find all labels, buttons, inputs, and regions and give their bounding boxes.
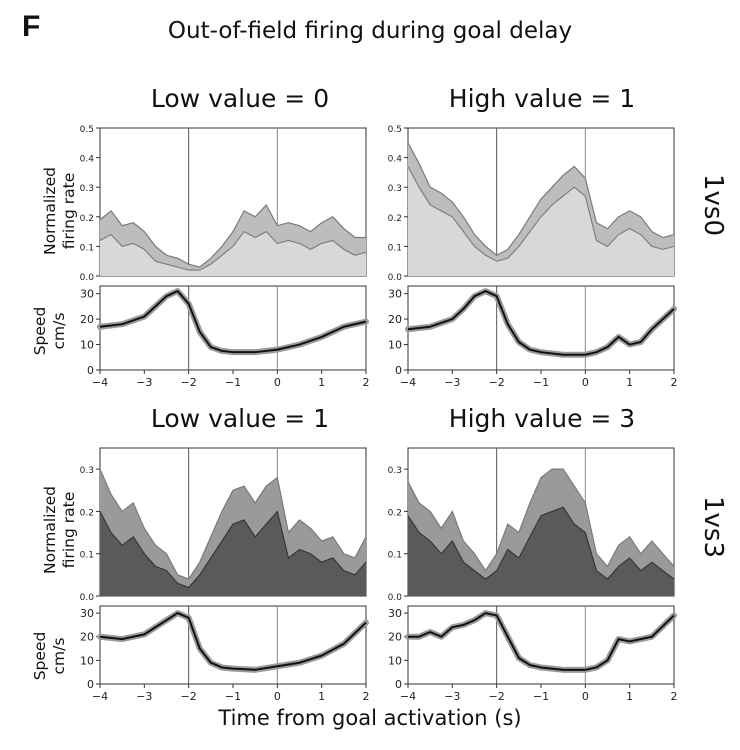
- panel6-xtick-label-3: −1: [225, 690, 241, 703]
- panel3-ytick-label-0: 0: [395, 364, 402, 377]
- panel1-ytick-label-3: 0.3: [388, 184, 402, 194]
- panel0-lower-line: [99, 230, 367, 271]
- panel1-upper-line: [407, 142, 675, 256]
- panel4-band: [100, 469, 366, 588]
- panel3-speed-line: [407, 290, 675, 356]
- panel2-frame: [99, 285, 367, 371]
- panel3-ytick-label-1: 10: [388, 339, 402, 352]
- panel7-xtick-label-0: −4: [400, 690, 416, 703]
- panel2-xtick-label-6: 2: [363, 376, 370, 389]
- panel0-ytick-label-2: 0.2: [80, 214, 94, 224]
- panel0-ytick-label-1: 0.1: [80, 243, 94, 253]
- panel5-lower-fill: [408, 507, 674, 596]
- panel7-frame: [407, 605, 675, 685]
- panel2-xtick-label-1: −3: [136, 376, 152, 389]
- panel6-speed-sem: [97, 610, 369, 673]
- panel7-ytick-label-1: 10: [388, 654, 402, 667]
- panel3-speed-sem: [405, 288, 677, 358]
- panel2-ytick-label-3: 30: [80, 288, 94, 301]
- panel1-lower-fill: [408, 166, 674, 276]
- panel5-ytick-label-1: 0.1: [388, 551, 402, 561]
- panel4-lower-fill: [100, 511, 366, 596]
- panel6-ytick-label-1: 10: [80, 654, 94, 667]
- panel1-ytick-label-5: 0.5: [388, 125, 402, 135]
- panel0-ytick-label-4: 0.4: [80, 155, 95, 165]
- panel7-xtick-label-5: 1: [626, 690, 633, 703]
- panel4-lower-line: [99, 510, 367, 589]
- panel5-ytick-label-2: 0.2: [388, 508, 402, 518]
- panel4-ytick-label-1: 0.1: [80, 551, 94, 561]
- panel3-ytick-label-2: 20: [388, 313, 402, 326]
- panel7-ytick-label-3: 30: [388, 607, 402, 620]
- column-title-high-1: High value = 1: [448, 84, 636, 113]
- panel6-ytick-label-2: 20: [80, 631, 94, 644]
- panel3-xtick-label-3: −1: [533, 376, 549, 389]
- panel2-xtick-label-5: 1: [318, 376, 325, 389]
- panel6-ytick-label-0: 0: [87, 678, 94, 691]
- panel0-ytick-label-3: 0.3: [80, 184, 94, 194]
- panel4-ytick-label-2: 0.2: [80, 508, 94, 518]
- panel2-speed-line: [99, 290, 367, 354]
- panel4-upper-line: [99, 468, 367, 580]
- panel2-ytick-label-0: 0: [87, 364, 94, 377]
- panel0-lower-fill: [100, 231, 366, 276]
- panel6-xtick-label-5: 1: [318, 690, 325, 703]
- panel5-band: [408, 469, 674, 580]
- panel3-xtick-label-4: 0: [582, 376, 589, 389]
- panel6-xtick-label-1: −3: [136, 690, 152, 703]
- panel2-xtick-label-0: −4: [92, 376, 108, 389]
- panel1-lower-line: [407, 166, 675, 262]
- column-title-low-1: Low value = 1: [150, 404, 330, 433]
- panel7-ytick-label-0: 0: [395, 678, 402, 691]
- panel3-xtick-label-1: −3: [444, 376, 460, 389]
- x-axis-label: Time from goal activation (s): [218, 706, 522, 730]
- panel2-xtick-label-3: −1: [225, 376, 241, 389]
- panel0-upper-line: [99, 203, 366, 268]
- panel7-xtick-label-3: −1: [533, 690, 549, 703]
- figure-title: Out-of-field firing during goal delay: [167, 18, 573, 44]
- panel2-speed-sem: [97, 288, 369, 356]
- column-title-high-3: High value = 3: [448, 404, 636, 433]
- panel7-xtick-label-4: 0: [582, 690, 589, 703]
- panel4-ytick-label-0: 0.0: [80, 593, 95, 603]
- panel1-band: [408, 142, 674, 262]
- panel1-ytick-label-0: 0.0: [388, 273, 403, 283]
- column-title-low-0: Low value = 0: [150, 84, 330, 113]
- panel6-xtick-label-6: 2: [363, 690, 370, 703]
- panel1-ytick-label-4: 0.4: [388, 155, 403, 165]
- panel6-ytick-label-3: 30: [80, 607, 94, 620]
- panel7-xtick-label-1: −3: [444, 690, 460, 703]
- panel7-ytick-label-2: 20: [388, 631, 402, 644]
- panel7-xtick-label-2: −2: [489, 690, 505, 703]
- panel5-lower-line: [407, 506, 675, 580]
- panel1-ytick-label-1: 0.1: [388, 243, 402, 253]
- panel6-xtick-label-0: −4: [92, 690, 108, 703]
- panel3-xtick-label-2: −2: [489, 376, 505, 389]
- panel6-xtick-label-4: 0: [274, 690, 281, 703]
- panel4-ytick-label-3: 0.3: [80, 466, 94, 476]
- panel0-ytick-label-5: 0.5: [80, 125, 94, 135]
- panel5-upper-line: [407, 468, 675, 572]
- panel0-band: [100, 204, 366, 271]
- panel7-speed-line: [408, 612, 675, 671]
- panel2-ytick-label-1: 10: [80, 339, 94, 352]
- panel-letter: F: [22, 10, 41, 43]
- panel6-xtick-label-2: −2: [181, 690, 197, 703]
- panel5-ytick-label-3: 0.3: [388, 466, 402, 476]
- panel3-xtick-label-6: 2: [671, 376, 678, 389]
- panel3-frame: [407, 285, 675, 371]
- panel6-speed-line: [99, 612, 367, 671]
- panel1-ytick-label-2: 0.2: [388, 214, 402, 224]
- panel3-xtick-label-5: 1: [626, 376, 633, 389]
- panel2-ytick-label-2: 20: [80, 313, 94, 326]
- panel0-ytick-label-0: 0.0: [80, 273, 95, 283]
- panel7-xtick-label-6: 2: [671, 690, 678, 703]
- panel2-xtick-label-4: 0: [274, 376, 281, 389]
- panel3-xtick-label-0: −4: [400, 376, 416, 389]
- panel6-frame: [99, 605, 367, 685]
- panel3-ytick-label-3: 30: [388, 288, 402, 301]
- panel5-ytick-label-0: 0.0: [388, 593, 403, 603]
- panel2-xtick-label-2: −2: [181, 376, 197, 389]
